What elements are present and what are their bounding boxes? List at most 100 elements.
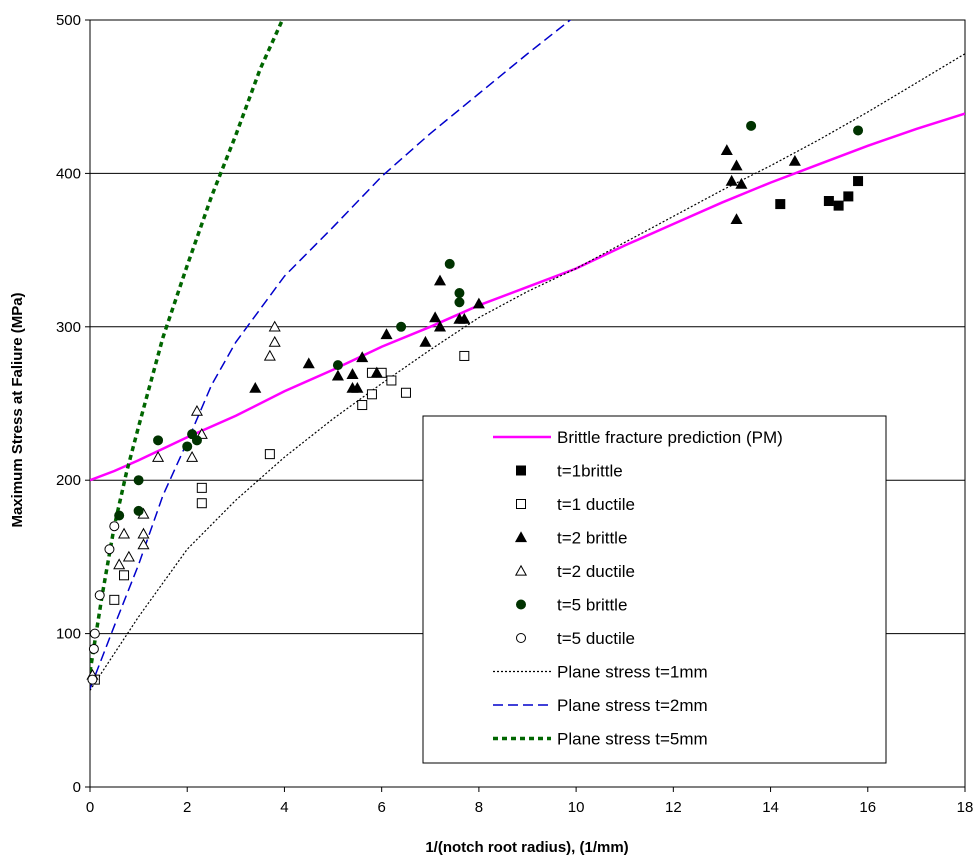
point-t-1-ductile xyxy=(386,375,397,386)
axis-ticks: 0 100 200 300 400 500 0 2 4 6 8 10 12 14 16 18 xyxy=(56,12,973,816)
point-t-2-brittle xyxy=(419,335,432,347)
point-t-2-brittle xyxy=(730,213,743,225)
plot-area-frame xyxy=(89,19,966,788)
point-t-5-ductile xyxy=(88,643,99,654)
point-t-2-brittle xyxy=(472,297,485,309)
point-t-2-brittle xyxy=(380,328,393,340)
point-t-2-brittle xyxy=(302,357,315,369)
point-t-5-brittle xyxy=(454,297,465,308)
point-t-1brittle xyxy=(823,196,834,207)
point-t-2-ductile xyxy=(263,349,276,361)
y-tick-label: 400 xyxy=(56,165,81,182)
series-markers xyxy=(86,120,864,685)
point-t-5-brittle xyxy=(133,475,144,486)
point-t-5-ductile xyxy=(94,590,105,601)
point-t-1brittle xyxy=(843,191,854,202)
x-tick-label: 0 xyxy=(86,799,94,816)
point-t-5-brittle xyxy=(114,510,125,521)
y-tick-label: 300 xyxy=(56,319,81,336)
point-t-5-brittle xyxy=(853,125,864,136)
point-t-2-ductile xyxy=(118,527,131,539)
point-t-5-brittle xyxy=(454,288,465,299)
x-tick-label: 14 xyxy=(762,799,779,816)
point-t-2-brittle xyxy=(351,381,364,393)
point-t-2-ductile xyxy=(137,538,150,550)
point-t-5-brittle xyxy=(182,441,193,452)
x-tick-label: 4 xyxy=(280,799,288,816)
y-axis-title: Maximum Stress at Faliure (MPa) xyxy=(9,292,26,527)
point-t-2-ductile xyxy=(137,527,150,539)
point-t-2-brittle xyxy=(429,311,442,323)
legend-label-t-5-ductile: t=5 ductile xyxy=(557,629,635,648)
legend-label-plane-stress-t-5mm: Plane stress t=5mm xyxy=(557,730,708,749)
point-t-5-brittle xyxy=(444,258,455,269)
point-t-5-brittle xyxy=(396,321,407,332)
point-t-2-brittle xyxy=(331,369,344,381)
point-t-2-ductile xyxy=(268,320,281,332)
point-t-2-brittle xyxy=(730,159,743,171)
y-tick-label: 500 xyxy=(56,12,81,29)
x-tick-label: 2 xyxy=(183,799,191,816)
point-t-1-ductile xyxy=(459,350,470,361)
point-t-5-ductile xyxy=(109,521,120,532)
point-t-1brittle xyxy=(853,176,864,187)
point-t-5-brittle xyxy=(191,435,202,446)
legend-swatch-t-2-ductile xyxy=(514,564,528,576)
x-tick-label: 10 xyxy=(568,799,585,816)
x-tick-label: 6 xyxy=(377,799,385,816)
point-t-2-brittle xyxy=(725,174,738,186)
legend-label-brittle-fracture-prediction-pm: Brittle fracture prediction (PM) xyxy=(557,428,783,447)
point-t-2-ductile xyxy=(190,404,203,416)
y-tick-label: 200 xyxy=(56,472,81,489)
x-tick-label: 18 xyxy=(957,799,974,816)
legend-label-t-5-brittle: t=5 brittle xyxy=(557,596,627,615)
point-t-2-ductile xyxy=(186,450,199,462)
series-line-plane-stress-t-5mm xyxy=(90,20,285,673)
point-t-2-brittle xyxy=(720,144,733,156)
point-t-2-brittle xyxy=(788,154,801,166)
x-tick-label: 8 xyxy=(475,799,483,816)
point-t-1-ductile xyxy=(264,449,275,460)
legend-label-t-2-brittle: t=2 brittle xyxy=(557,529,627,548)
legend-swatch-t-1-ductile xyxy=(516,499,526,509)
point-t-2-brittle xyxy=(458,312,471,324)
point-t-2-brittle xyxy=(370,366,383,378)
point-t-5-brittle xyxy=(746,120,757,131)
legend-label-t-1-ductile: t=1 ductile xyxy=(557,495,635,514)
point-t-1brittle xyxy=(775,199,786,210)
x-axis-title: 1/(notch root radius), (1/mm) xyxy=(425,839,628,856)
point-t-2-ductile xyxy=(152,450,165,462)
point-t-2-brittle xyxy=(433,274,447,286)
point-t-1-ductile xyxy=(109,594,120,605)
legend-label-plane-stress-t-1mm: Plane stress t=1mm xyxy=(557,663,708,682)
legend-label-plane-stress-t-2mm: Plane stress t=2mm xyxy=(557,696,708,715)
legend-swatch-t-1brittle xyxy=(516,465,526,476)
point-t-5-brittle xyxy=(153,435,164,446)
legend-label-t-1brittle: t=1brittle xyxy=(557,462,623,481)
point-t-1-ductile xyxy=(119,570,130,581)
point-t-5-ductile xyxy=(89,628,100,639)
point-t-1-ductile xyxy=(196,482,207,493)
point-t-1-ductile xyxy=(366,389,377,400)
point-t-2-ductile xyxy=(113,558,126,570)
legend-swatch-t-5-ductile xyxy=(516,633,526,643)
point-t-2-brittle xyxy=(356,351,369,363)
legend: Brittle fracture prediction (PM) t=1britt… xyxy=(422,415,887,764)
point-t-2-ductile xyxy=(122,550,135,562)
point-t-2-ductile xyxy=(268,335,281,347)
x-tick-label: 16 xyxy=(859,799,876,816)
point-t-5-brittle xyxy=(332,360,343,371)
point-t-1-ductile xyxy=(357,400,368,411)
x-tick-label: 12 xyxy=(665,799,682,816)
point-t-5-brittle xyxy=(133,505,144,516)
y-tick-label: 0 xyxy=(73,779,81,796)
legend-swatch-t-2-brittle xyxy=(514,531,528,543)
point-t-1-ductile xyxy=(196,498,207,509)
point-t-2-brittle xyxy=(346,368,359,379)
legend-label-t-2-ductile: t=2 ductile xyxy=(557,562,635,581)
point-t-5-ductile xyxy=(87,674,98,685)
point-t-2-brittle xyxy=(735,177,748,189)
legend-swatch-t-5-brittle xyxy=(516,599,526,610)
y-tick-label: 100 xyxy=(56,626,81,643)
